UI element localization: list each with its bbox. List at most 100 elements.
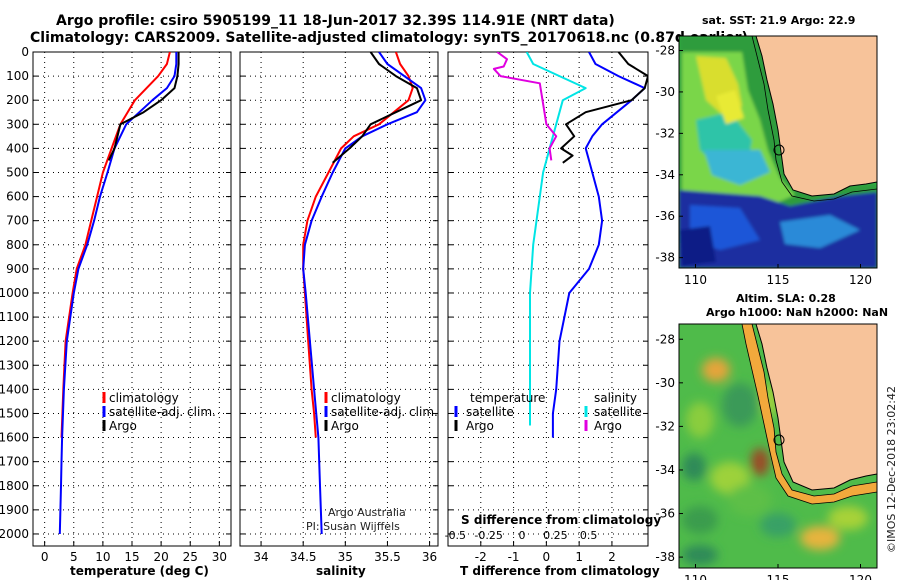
differences-x-tick-label: 2 xyxy=(608,550,616,564)
salinity-series-satellite-adj-clim--line xyxy=(302,52,427,535)
sst-map xyxy=(678,35,878,269)
credit-line-1: Argo Australia xyxy=(328,506,406,519)
map-lat-tick-label: -36 xyxy=(655,209,675,223)
map-lon-tick-label: 120 xyxy=(849,273,872,287)
temperature-panel: 0 5 10 15 20 25 300100200300400500600700800900… xyxy=(0,45,232,564)
salinity-frame xyxy=(239,51,439,547)
title-line-2: Climatology: CARS2009. Satellite-adjuste… xyxy=(30,30,748,46)
legend-entry: salinity xyxy=(594,391,637,405)
differences-x-tick-label: 0 xyxy=(543,550,551,564)
map-lat-tick-label: -30 xyxy=(655,85,675,99)
map-lat-tick-label: -34 xyxy=(655,463,675,477)
depth-tick-label: 0 xyxy=(21,45,29,59)
legend-entry: climatology xyxy=(331,391,401,405)
imos-timestamp: ©IMOS 12-Dec-2018 23:02:42 xyxy=(885,386,898,553)
differences-legend: temperature salinitysatelliteArgosatellit… xyxy=(454,391,642,433)
salinity-x-tick-label: 34 xyxy=(253,550,268,564)
t-difference-axis-label: T difference from climatology xyxy=(460,564,660,578)
salinity-axis-label: salinity xyxy=(316,564,366,578)
map-lat-tick-label: -34 xyxy=(655,168,675,182)
map-lat-tick-label: -32 xyxy=(655,126,675,140)
legend-entry: Argo xyxy=(594,419,622,433)
map-lat-tick-label: -30 xyxy=(655,376,675,390)
depth-tick-label: 400 xyxy=(6,141,29,155)
map-lat-tick-label: -28 xyxy=(655,44,675,58)
map-lon-tick-label: 115 xyxy=(767,573,790,580)
depth-tick-label: 1700 xyxy=(0,455,29,469)
temperature-x-tick-label: 0 xyxy=(41,550,49,564)
sst-map-title: sat. SST: 21.9 Argo: 22.9 xyxy=(702,14,856,27)
depth-tick-label: 100 xyxy=(6,69,29,83)
legend-entry: Argo xyxy=(331,419,359,433)
legend-entry: climatology xyxy=(109,391,179,405)
depth-tick-label: 800 xyxy=(6,238,29,252)
map-lat-tick-label: -32 xyxy=(655,419,675,433)
salinity-grid xyxy=(240,51,438,546)
salinity-x-tick-label: 35 xyxy=(338,550,353,564)
s-difference-axis-label: S difference from climatology xyxy=(461,513,662,527)
sla-map-title-1: Altim. SLA: 0.28 xyxy=(736,292,836,305)
map-lat-tick-label: -38 xyxy=(655,251,675,265)
differences-series-argo-line xyxy=(560,52,648,164)
salinity-x-tick-label: 35.5 xyxy=(374,550,401,564)
depth-tick-label: 200 xyxy=(6,93,29,107)
temperature-axis-label: temperature (deg C) xyxy=(70,564,209,578)
legend-entry: satellite xyxy=(594,405,642,419)
s-difference-tick-label: -0.25 xyxy=(474,529,502,542)
title-line-1: Argo profile: csiro 5905199_11 18-Jun-20… xyxy=(56,13,615,29)
temperature-series-climatology-line xyxy=(60,52,171,438)
depth-tick-label: 1800 xyxy=(0,479,29,493)
differences-series-satellite-line xyxy=(525,52,587,426)
salinity-x-tick-label: 34.5 xyxy=(290,550,317,564)
depth-tick-label: 1500 xyxy=(0,406,29,420)
depth-tick-label: 1200 xyxy=(0,334,29,348)
s-difference-tick-label: 0 xyxy=(519,529,526,542)
legend-entry: satellite-adj. clim. xyxy=(109,405,216,419)
s-difference-tick-label: 0.5 xyxy=(580,529,598,542)
depth-tick-label: 1400 xyxy=(0,382,29,396)
salinity-x-tick-label: 36 xyxy=(422,550,437,564)
map-lat-tick-label: -28 xyxy=(655,332,675,346)
temperature-x-tick-label: 25 xyxy=(183,550,198,564)
s-difference-tick-label: -0.5 xyxy=(445,529,466,542)
temperature-x-tick-label: 30 xyxy=(212,550,227,564)
temperature-series-argo-line xyxy=(107,52,180,161)
depth-tick-label: 1000 xyxy=(0,286,29,300)
s-difference-tick-label: 0.25 xyxy=(543,529,568,542)
legend-entry: Argo xyxy=(466,419,494,433)
depth-tick-label: 1100 xyxy=(0,310,29,324)
legend-entry: Argo xyxy=(109,419,137,433)
temperature-x-tick-label: 20 xyxy=(153,550,168,564)
map-lat-tick-label: -38 xyxy=(655,550,675,564)
temperature-series-satellite-adj-clim--line xyxy=(58,52,178,535)
depth-tick-label: 600 xyxy=(6,190,29,204)
depth-tick-label: 1300 xyxy=(0,358,29,372)
differences-panel: -2 -1 0 1 2 -0.5 -0.25 0 0.25 0.5 temperature salin… xyxy=(445,51,649,564)
map-lat-tick-label: -36 xyxy=(655,507,675,521)
map-lon-tick-label: 120 xyxy=(849,573,872,580)
legend-entry: satellite-adj. clim. xyxy=(331,405,438,419)
salinity-series-climatology-line xyxy=(302,52,414,438)
temperature-grid xyxy=(33,51,231,546)
sla-map xyxy=(678,323,878,569)
depth-tick-label: 300 xyxy=(6,117,29,131)
salinity-series-argo-line xyxy=(332,52,423,164)
map-lon-tick-label: 110 xyxy=(684,573,707,580)
depth-tick-label: 500 xyxy=(6,165,29,179)
temperature-x-tick-label: 10 xyxy=(95,550,110,564)
depth-tick-label: 1900 xyxy=(0,503,29,517)
depth-tick-label: 2000 xyxy=(0,527,29,541)
differences-series-argo-line xyxy=(492,52,558,161)
differences-series-satellite-line xyxy=(551,52,646,438)
temperature-x-tick-label: 5 xyxy=(70,550,78,564)
legend-entry: satellite xyxy=(466,405,514,419)
credit-line-2: PI: Susan Wijffels xyxy=(306,520,400,533)
differences-frame xyxy=(447,51,649,547)
temperature-x-tick-label: 15 xyxy=(124,550,139,564)
depth-tick-label: 1600 xyxy=(0,431,29,445)
sla-map-title-2: Argo h1000: NaN h2000: NaN xyxy=(706,306,889,319)
map-lon-tick-label: 115 xyxy=(767,273,790,287)
